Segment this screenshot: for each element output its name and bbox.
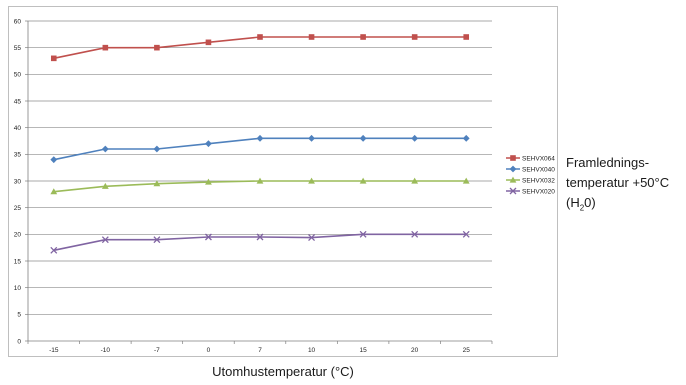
data-point-sehvx032 xyxy=(50,188,58,195)
x-tick-label: 0 xyxy=(207,347,211,354)
legend-marker xyxy=(510,155,516,161)
data-point-sehvx064 xyxy=(257,34,263,40)
y-tick-label: 50 xyxy=(14,72,22,79)
y-tick-label: 55 xyxy=(14,45,22,52)
data-point-sehvx064 xyxy=(360,34,366,40)
x-axis-title: Utomhustemperatur (°C) xyxy=(212,364,354,379)
y-tick-label: 10 xyxy=(14,285,22,292)
data-point-sehvx020 xyxy=(101,236,109,244)
side-note-line-2: temperatur +50°C xyxy=(566,175,670,190)
data-point-sehvx040 xyxy=(256,134,264,142)
side-note-line-1: Framlednings- xyxy=(566,155,650,170)
data-point-sehvx020 xyxy=(308,234,316,241)
data-point-sehvx064 xyxy=(463,34,470,40)
data-point-sehvx064 xyxy=(50,55,57,62)
data-point-sehvx032 xyxy=(359,177,367,184)
data-point-sehvx040 xyxy=(411,134,419,142)
y-tick-label: 20 xyxy=(14,232,22,239)
y-tick-label: 15 xyxy=(14,258,22,265)
side-note: Framlednings- temperatur +50°C (H20) xyxy=(566,153,686,219)
y-tick-label: 35 xyxy=(14,152,22,159)
x-tick-label: 15 xyxy=(359,347,367,354)
data-point-sehvx020 xyxy=(204,233,212,241)
y-tick-label: 60 xyxy=(14,18,22,25)
data-point-sehvx032 xyxy=(411,177,419,184)
x-tick-label: 7 xyxy=(258,347,262,354)
data-point-sehvx020 xyxy=(153,236,161,244)
legend-marker xyxy=(509,165,517,173)
legend-label: SEHVX064 xyxy=(522,155,555,162)
side-note-line-3: (H20) xyxy=(566,193,686,219)
y-tick-label: 45 xyxy=(14,98,22,105)
data-point-sehvx032 xyxy=(153,180,161,187)
x-tick-label: -15 xyxy=(49,347,59,354)
side-note-subscript: 2 xyxy=(579,203,585,213)
x-tick-label: -10 xyxy=(101,347,111,354)
x-tick-label: 20 xyxy=(411,347,419,354)
y-tick-label: 5 xyxy=(17,312,21,319)
data-point-sehvx020 xyxy=(462,230,470,238)
x-tick-label: 10 xyxy=(308,347,316,354)
data-point-sehvx020 xyxy=(411,230,419,238)
data-point-sehvx064 xyxy=(308,34,315,40)
data-point-sehvx040 xyxy=(359,134,367,142)
data-point-sehvx040 xyxy=(153,145,161,153)
legend-marker xyxy=(509,187,517,195)
data-point-sehvx032 xyxy=(462,177,470,184)
data-point-sehvx064 xyxy=(411,34,418,40)
y-tick-label: 40 xyxy=(14,125,22,132)
data-point-sehvx032 xyxy=(101,182,109,189)
data-point-sehvx032 xyxy=(205,178,212,185)
data-point-sehvx032 xyxy=(256,177,264,184)
data-point-sehvx040 xyxy=(462,134,470,142)
side-note-line-3-suffix: 0) xyxy=(584,195,596,210)
data-point-sehvx020 xyxy=(256,233,264,241)
x-tick-label: 25 xyxy=(463,347,471,354)
data-point-sehvx020 xyxy=(50,246,58,254)
legend-label: SEHVX020 xyxy=(522,188,555,195)
legend-label: SEHVX040 xyxy=(522,166,555,173)
legend-marker xyxy=(509,176,517,183)
data-point-sehvx040 xyxy=(101,145,109,153)
data-point-sehvx064 xyxy=(205,39,212,46)
data-point-sehvx040 xyxy=(308,134,315,142)
side-note-line-3-prefix: (H xyxy=(566,195,580,210)
data-point-sehvx064 xyxy=(102,44,109,51)
x-tick-label: -7 xyxy=(154,347,160,354)
data-point-sehvx032 xyxy=(308,177,315,184)
y-tick-label: 30 xyxy=(14,178,22,185)
data-point-sehvx020 xyxy=(359,230,367,238)
data-point-sehvx040 xyxy=(205,140,212,148)
data-point-sehvx040 xyxy=(50,156,58,164)
legend-label: SEHVX032 xyxy=(522,177,555,184)
y-tick-label: 0 xyxy=(17,338,21,345)
y-tick-label: 25 xyxy=(14,205,22,212)
data-point-sehvx064 xyxy=(154,44,160,51)
